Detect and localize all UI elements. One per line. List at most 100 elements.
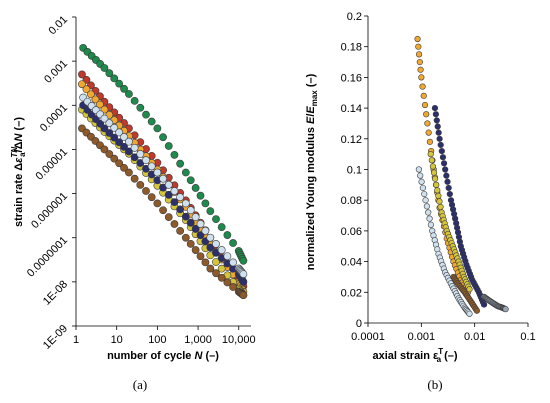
panel-a-point — [176, 226, 185, 235]
panel-b-point — [418, 74, 425, 81]
panel-b-point — [424, 120, 431, 127]
panel-b-point — [444, 178, 451, 185]
panel-a-point — [100, 64, 109, 72]
panel-a-point — [136, 103, 145, 112]
panel-a-point — [206, 264, 215, 273]
panel-b-point — [480, 301, 488, 308]
panel-b-point — [419, 184, 426, 192]
panel-a-point — [217, 223, 226, 231]
panel-b-point — [428, 157, 435, 164]
panel-a-point — [105, 119, 114, 128]
panel-b-x-axis-title: axial strain εT a (–) — [372, 347, 457, 364]
panel-a-point — [186, 206, 195, 215]
panel-b-point — [436, 135, 443, 142]
panel-a-point — [115, 159, 124, 168]
panel-a-point — [120, 84, 128, 93]
panel-b-data-points — [414, 35, 509, 317]
panel-a-point — [229, 258, 237, 267]
panel-a-point — [201, 226, 210, 235]
panel-b-point — [420, 92, 427, 99]
panel-a-point — [217, 246, 226, 254]
panel-a-x-axis-title: number of cycle N (–) — [107, 350, 219, 362]
panel-a-point — [147, 193, 156, 202]
panel-b-point — [438, 147, 445, 155]
panel-b-y-tick-label: 0.12 — [341, 134, 362, 146]
panel-b-point — [437, 203, 444, 211]
panel-a-x-tick-label: 1 — [73, 334, 79, 346]
panel-b-point — [434, 123, 441, 130]
panel-b-point — [419, 83, 426, 90]
panel-a-x-tick-label: 100 — [148, 334, 166, 346]
panel-a-point — [120, 133, 128, 141]
panel-a-y-tick-label: 0.01 — [46, 14, 70, 38]
panel-a-point — [181, 233, 190, 242]
panel-b-point — [466, 286, 473, 293]
panel-a-point — [212, 239, 220, 248]
panel-a-point — [206, 233, 215, 242]
panel-b-point — [440, 160, 448, 167]
panel-a-point — [181, 212, 190, 221]
panel-a-label: (a) — [133, 377, 147, 392]
panel-b-point — [414, 35, 421, 43]
panel-b-point — [418, 178, 425, 185]
panel-a-point — [181, 168, 190, 177]
panel-b-y-tick-label: 0.06 — [341, 226, 362, 238]
panel-b-point — [415, 166, 422, 173]
panel-a-point — [206, 243, 215, 252]
panel-a-point — [223, 231, 232, 239]
panel-a-point — [212, 215, 220, 224]
panel-a-point — [125, 168, 133, 177]
panel-b-point — [433, 117, 440, 124]
panel-b-point — [427, 221, 434, 228]
panel-a-y-axis-title: strain rate ΔεTNa/ΔN (–) — [10, 117, 27, 227]
panel-b-point — [439, 154, 447, 161]
panel-a-y-tick-label: 0.0000001 — [25, 234, 70, 279]
panel-a-point — [87, 90, 95, 99]
panel-a-point — [147, 117, 156, 126]
panel-b-point — [415, 51, 423, 58]
panel-b-y-tick-label: 0.2 — [347, 11, 362, 23]
panel-a-point — [125, 137, 133, 146]
panel-b-point — [423, 203, 430, 210]
panel-b-point — [427, 151, 434, 158]
panel-b-y-tick-label: 0.08 — [341, 195, 362, 207]
panel-b-y-tick-label: 0.04 — [341, 257, 362, 269]
panel-b-point — [426, 215, 433, 222]
panel-a-point — [170, 198, 179, 207]
panel-a-point — [164, 190, 173, 199]
panel-a-point — [136, 180, 145, 189]
panel-a-point — [217, 264, 226, 273]
panel-b-point — [421, 101, 429, 109]
panel-a-point — [170, 220, 179, 228]
panel-a-point — [115, 138, 124, 147]
panel-a-point — [239, 256, 248, 265]
panel-a-point — [191, 225, 200, 233]
panel-a-point — [206, 207, 215, 216]
panel-b-point — [416, 58, 423, 66]
panel-a-point — [239, 277, 248, 286]
panel-a-x-tick-label: 10 — [111, 334, 123, 346]
panel-a-point — [164, 180, 173, 189]
panel-a-point — [186, 218, 195, 227]
panel-a-point — [136, 150, 145, 158]
panel-a-point — [115, 128, 124, 137]
panel-a-point — [115, 79, 124, 88]
panel-a-point — [120, 163, 128, 172]
panel-b-y-tick-label: 0.18 — [341, 42, 362, 54]
panel-a-x-tick-label: 10,000 — [222, 334, 256, 346]
panel-a-point — [82, 85, 91, 94]
panel-a-point — [176, 205, 185, 214]
panel-a-point — [100, 114, 109, 123]
panel-a-point — [164, 142, 173, 150]
panel-b-point — [437, 141, 444, 149]
panel-a-point — [170, 150, 179, 159]
panel-a-point — [91, 95, 100, 104]
panel-a-point — [142, 110, 150, 119]
panel-a-y-tick-label: 0.001 — [42, 58, 70, 86]
panel-b: 0.0001 0.001 0.01 0.1 00.020.040.060.080.10… — [305, 11, 536, 392]
panel-b-point — [417, 172, 424, 179]
panel-b-point — [431, 104, 439, 112]
panel-a-point — [100, 145, 109, 154]
panel-a-point — [239, 291, 248, 300]
